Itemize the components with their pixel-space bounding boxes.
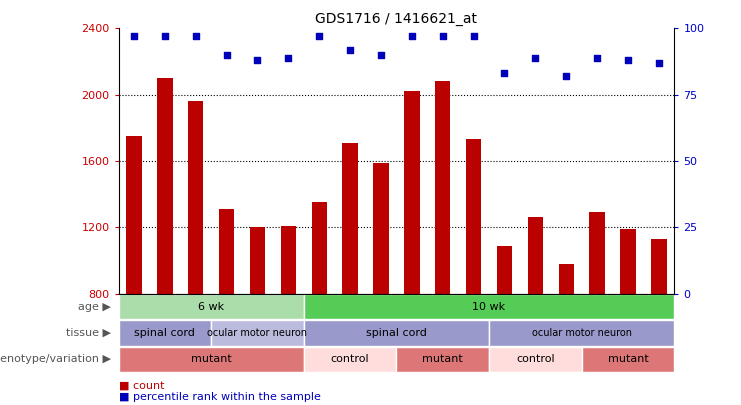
Bar (466, 139, 482, 294)
Text: age ▶: age ▶ (79, 302, 111, 312)
Text: mutant: mutant (422, 354, 463, 364)
Bar (404, 92, 419, 294)
Bar (219, 209, 234, 294)
Point (591, 54, 603, 61)
Bar (582, 347, 674, 372)
Bar (342, 143, 358, 294)
Point (653, 60, 665, 66)
Point (468, 33, 479, 40)
Text: 10 wk: 10 wk (473, 302, 505, 312)
Bar (157, 78, 173, 294)
Bar (489, 347, 582, 372)
Bar (304, 320, 489, 346)
Bar (489, 320, 674, 346)
Bar (651, 239, 667, 294)
Bar (528, 217, 543, 294)
Point (190, 33, 202, 40)
Text: ■ percentile rank within the sample: ■ percentile rank within the sample (119, 392, 320, 402)
Bar (119, 320, 211, 346)
Text: ■ count: ■ count (119, 380, 164, 390)
Point (622, 57, 634, 64)
Text: mutant: mutant (608, 354, 648, 364)
Bar (281, 226, 296, 294)
Bar (211, 320, 304, 346)
Text: ocular motor neuron: ocular motor neuron (532, 328, 631, 338)
Bar (373, 163, 389, 294)
Text: tissue ▶: tissue ▶ (66, 328, 111, 338)
Point (406, 33, 418, 40)
Text: control: control (330, 354, 370, 364)
Point (560, 73, 572, 79)
Text: spinal cord: spinal cord (366, 328, 427, 338)
Bar (304, 294, 674, 320)
Bar (311, 202, 327, 294)
Bar (250, 227, 265, 294)
Point (159, 33, 170, 40)
Point (282, 54, 294, 61)
Point (375, 51, 387, 58)
Point (128, 33, 140, 40)
Bar (620, 229, 636, 294)
Bar (496, 245, 512, 294)
Bar (396, 347, 489, 372)
Text: 6 wk: 6 wk (198, 302, 225, 312)
Bar (304, 347, 396, 372)
Point (529, 54, 541, 61)
Text: genotype/variation ▶: genotype/variation ▶ (0, 354, 111, 364)
Text: mutant: mutant (191, 354, 231, 364)
Point (313, 33, 325, 40)
Title: GDS1716 / 1416621_at: GDS1716 / 1416621_at (316, 12, 477, 26)
Bar (435, 81, 451, 294)
Bar (119, 294, 304, 320)
Bar (559, 264, 574, 294)
Bar (589, 212, 605, 294)
Point (499, 70, 511, 77)
Point (344, 46, 356, 53)
Point (437, 33, 449, 40)
Point (251, 57, 264, 64)
Bar (126, 136, 142, 294)
Bar (119, 347, 304, 372)
Text: control: control (516, 354, 555, 364)
Text: ocular motor neuron: ocular motor neuron (207, 328, 308, 338)
Bar (188, 101, 204, 294)
Text: spinal cord: spinal cord (134, 328, 196, 338)
Point (221, 51, 233, 58)
